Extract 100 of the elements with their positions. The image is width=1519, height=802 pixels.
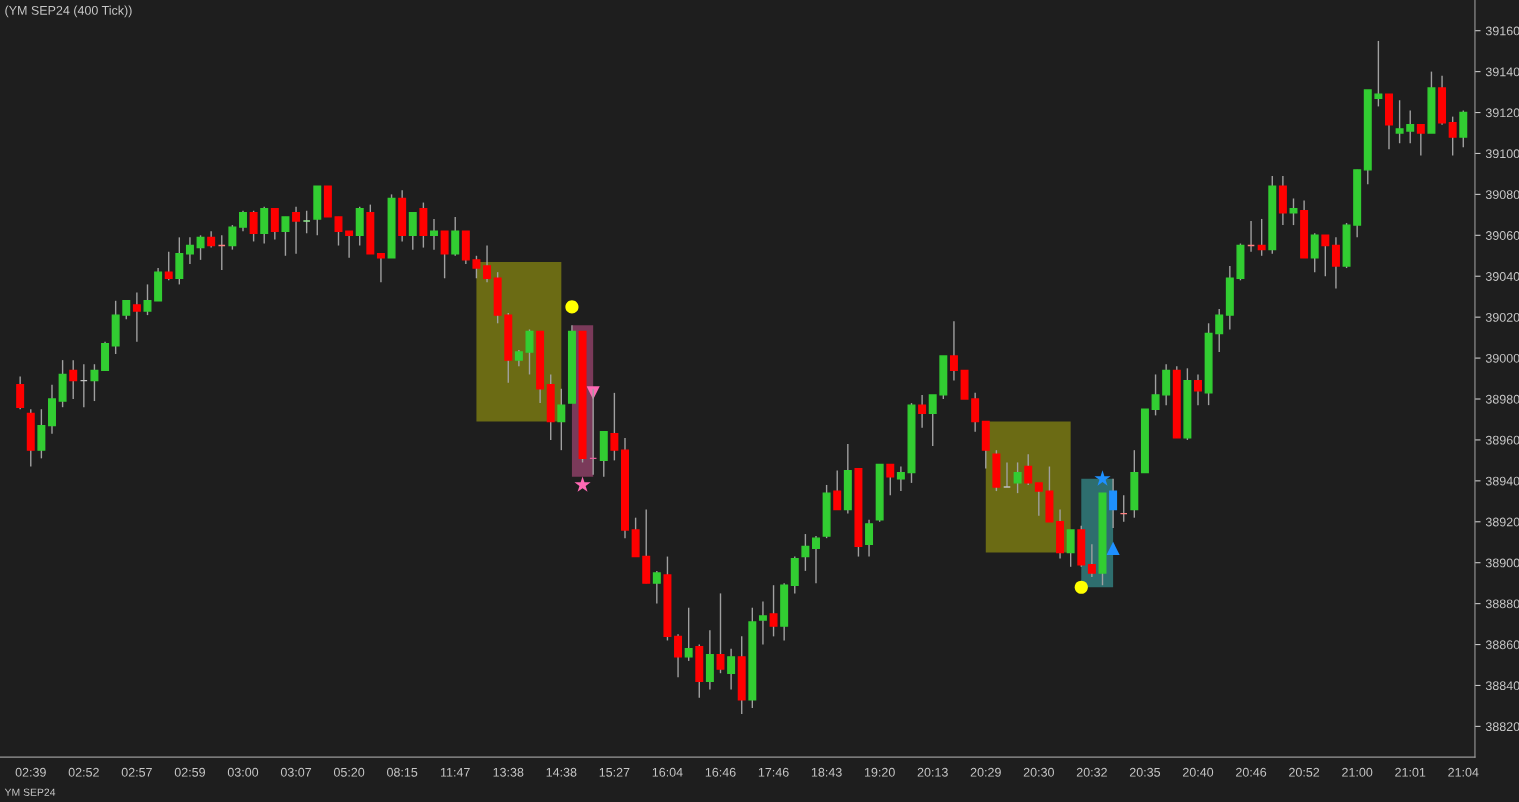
candlestick bbox=[557, 388, 566, 451]
x-tick-label: 20:30 bbox=[1023, 767, 1054, 777]
y-tick-label: 38820 bbox=[1485, 722, 1519, 732]
candlestick bbox=[1151, 373, 1160, 417]
candlestick bbox=[727, 647, 736, 691]
candlestick bbox=[281, 216, 290, 257]
x-tick-label: 21:00 bbox=[1342, 767, 1373, 777]
candlestick bbox=[1034, 482, 1043, 517]
y-tick-label: 38900 bbox=[1485, 558, 1519, 568]
y-tick-label: 39100 bbox=[1485, 149, 1519, 159]
candlestick bbox=[122, 300, 131, 320]
y-tick-label: 39120 bbox=[1485, 108, 1519, 118]
candlestick bbox=[525, 328, 534, 376]
x-tick-label: 20:29 bbox=[970, 767, 1001, 777]
candlestick bbox=[345, 230, 354, 259]
candlestick bbox=[865, 519, 874, 558]
candlestick bbox=[90, 363, 99, 402]
candlestick bbox=[1406, 109, 1415, 144]
candlestick bbox=[376, 253, 385, 284]
x-tick-label: 03:07 bbox=[280, 767, 312, 777]
x-tick-label: 02:52 bbox=[68, 767, 99, 777]
candlestick bbox=[1194, 373, 1202, 406]
candlestick bbox=[164, 250, 173, 282]
x-tick-label: 16:04 bbox=[652, 767, 683, 777]
candlestick bbox=[249, 210, 258, 243]
x-tick-label: 21:04 bbox=[1448, 767, 1479, 777]
candlestick bbox=[440, 230, 449, 279]
candlestick bbox=[896, 465, 905, 492]
y-tick-label: 39080 bbox=[1485, 190, 1519, 200]
x-tick-label: 20:46 bbox=[1236, 767, 1267, 777]
candlestick bbox=[1024, 453, 1033, 486]
candlestick bbox=[430, 218, 438, 251]
x-tick-label: 18:43 bbox=[811, 767, 842, 777]
candlestick bbox=[1109, 478, 1118, 529]
x-tick-label: 14:38 bbox=[546, 767, 577, 777]
y-tick-label: 39040 bbox=[1485, 272, 1519, 281]
x-tick-label: 20:32 bbox=[1076, 767, 1107, 777]
candlestick bbox=[472, 255, 481, 279]
candlestick bbox=[1448, 115, 1457, 157]
y-tick-label: 39140 bbox=[1485, 67, 1519, 77]
candlestick bbox=[833, 469, 842, 511]
x-tick-label: 02:57 bbox=[121, 767, 152, 777]
candlestick bbox=[1416, 124, 1425, 157]
candlestick bbox=[1013, 461, 1022, 494]
x-tick-label: 15:27 bbox=[599, 767, 630, 777]
x-tick-label: 02:39 bbox=[15, 767, 46, 777]
candlestick bbox=[408, 212, 417, 251]
x-tick-label: 21:01 bbox=[1395, 767, 1426, 777]
x-tick-label: 13:38 bbox=[493, 767, 524, 777]
candlestick bbox=[801, 533, 810, 572]
candlestick bbox=[1257, 218, 1266, 257]
x-tick-label: 11:47 bbox=[440, 767, 470, 777]
y-tick-label: 38940 bbox=[1485, 476, 1519, 486]
candlestick bbox=[185, 236, 194, 265]
x-tick-label: 20:35 bbox=[1129, 767, 1161, 777]
x-tick-label: 20:13 bbox=[917, 767, 948, 777]
candlestick bbox=[949, 320, 958, 382]
x-tick-label: 19:20 bbox=[864, 767, 895, 777]
x-tick-label: 16:46 bbox=[705, 767, 736, 777]
candlestick bbox=[270, 208, 279, 241]
candlestick bbox=[132, 291, 141, 343]
candlestick bbox=[758, 600, 767, 646]
candlestick bbox=[971, 392, 980, 433]
candlestick bbox=[769, 584, 778, 638]
candlestick bbox=[1331, 236, 1340, 290]
y-tick-label: 38960 bbox=[1485, 435, 1519, 445]
candlestick bbox=[451, 216, 460, 257]
candlestick bbox=[228, 224, 237, 251]
candlestick bbox=[69, 359, 78, 400]
candlestick bbox=[1321, 234, 1330, 277]
candlestick bbox=[684, 607, 693, 662]
y-tick-label: 38840 bbox=[1485, 681, 1519, 691]
candlestick bbox=[928, 394, 937, 447]
point bbox=[574, 476, 591, 492]
x-tick-label: 17:46 bbox=[758, 767, 789, 777]
candlestick bbox=[652, 570, 661, 605]
candlestick bbox=[1066, 529, 1075, 568]
y-tick-label: 38860 bbox=[1485, 640, 1519, 650]
candlestick bbox=[1395, 99, 1404, 144]
x-tick-label: 02:59 bbox=[174, 767, 205, 777]
candlestick bbox=[812, 535, 820, 584]
chart-title: (YM SEP24 (400 Tick)) bbox=[5, 5, 132, 18]
y-tick-label: 38880 bbox=[1485, 599, 1519, 609]
candlestick bbox=[16, 375, 25, 410]
candlestick bbox=[610, 392, 619, 462]
text: YM SEP24 bbox=[4, 788, 56, 796]
x-tick-label: 20:40 bbox=[1182, 767, 1214, 777]
x-tick-label: 20:52 bbox=[1289, 767, 1320, 777]
candlestick bbox=[674, 633, 683, 678]
point bbox=[1074, 580, 1088, 594]
candlestick bbox=[143, 283, 152, 316]
candlestick bbox=[1087, 543, 1096, 578]
candlestick bbox=[1374, 40, 1383, 108]
y-tick-label: 38980 bbox=[1485, 394, 1519, 404]
y-tick-label: 39060 bbox=[1485, 231, 1519, 240]
candlestick bbox=[292, 205, 301, 255]
candlestick bbox=[334, 216, 343, 247]
candlestick bbox=[483, 244, 492, 284]
point bbox=[565, 300, 579, 314]
point bbox=[1094, 470, 1111, 486]
